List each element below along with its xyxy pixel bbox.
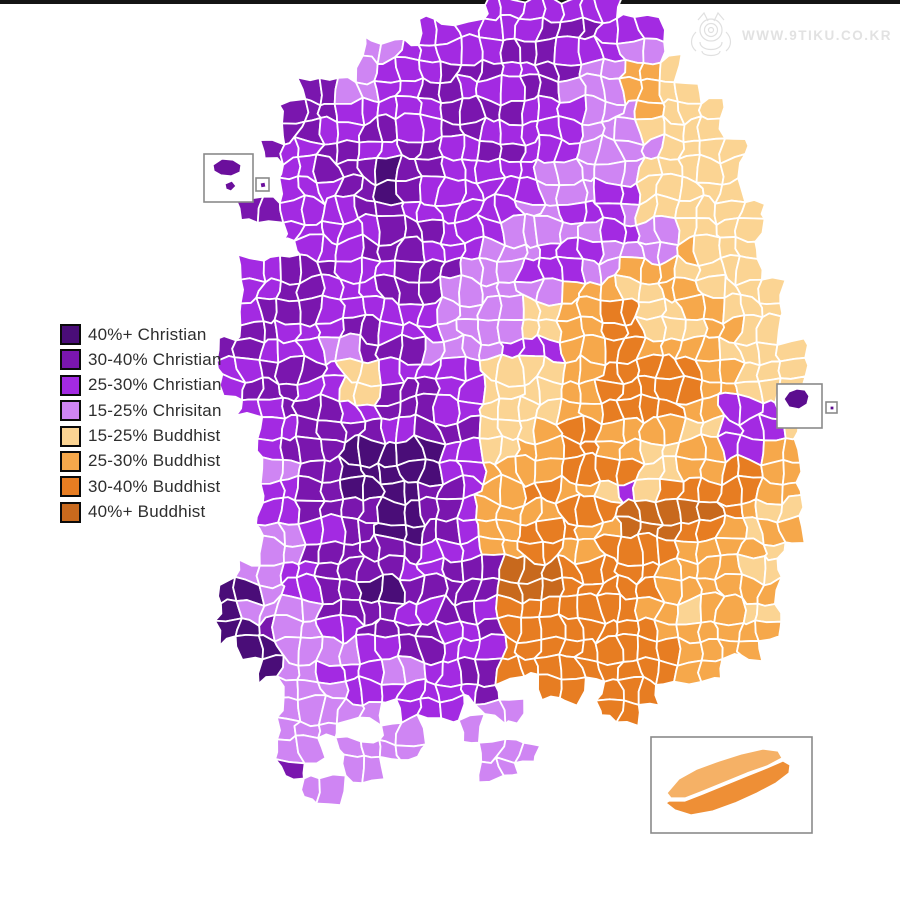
district-cell [334, 735, 366, 758]
site-watermark: WWW.9TIKU.CO.KR [686, 10, 892, 60]
district-cell [278, 98, 310, 125]
watermark-url-text: WWW.9TIKU.CO.KR [742, 27, 892, 43]
district-cell [513, 741, 542, 764]
district-cell [638, 61, 662, 82]
top-border-bar [0, 0, 900, 4]
northwest-islands-inset-island [224, 180, 237, 192]
district-cell [782, 437, 802, 464]
map-legend: 40%+ Christian 30-40% Christian 25-30% C… [60, 324, 222, 523]
district-cell [553, 35, 583, 67]
district-cell [660, 315, 687, 342]
legend-item: 25-30% Buddhist [60, 450, 222, 472]
district-cell [495, 756, 520, 777]
district-cell [496, 395, 522, 423]
legend-label: 40%+ Buddhist [88, 502, 206, 522]
district-cell [315, 773, 347, 807]
northwest-islands-inset-island [259, 181, 267, 189]
district-cell [361, 754, 386, 785]
district-cell [318, 115, 340, 146]
legend-swatch-25-30-buddhist [60, 450, 81, 472]
district-cell [697, 658, 724, 683]
district-cell [477, 535, 506, 556]
legend-item: 40%+ Christian [60, 324, 222, 345]
legend-swatch-15-25-christian [60, 400, 81, 422]
district-cell [533, 36, 558, 67]
district-cell [754, 602, 783, 624]
district-cell [477, 318, 501, 347]
district-cell [256, 436, 285, 461]
district-cell [317, 721, 338, 740]
legend-item: 30-40% Buddhist [60, 476, 222, 498]
owl-logo-icon [690, 11, 732, 57]
legend-item: 15-25% Chrisitan [60, 400, 222, 422]
district-cell [533, 215, 564, 247]
district-cell [696, 115, 727, 142]
legend-swatch-40plus-buddhist [60, 501, 81, 523]
legend-item: 15-25% Buddhist [60, 425, 222, 447]
legend-swatch-30-40-christian [60, 349, 81, 371]
ulleungdo-inset-island [829, 405, 835, 411]
district-cell [394, 112, 425, 144]
district-cell [736, 640, 764, 663]
district-cell [781, 458, 803, 486]
legend-label: 40%+ Christian [88, 324, 207, 344]
legend-label: 30-40% Christian [88, 349, 222, 369]
district-cell [516, 616, 543, 645]
district-cell [776, 514, 806, 545]
district-cell [413, 155, 447, 178]
district-cell [637, 675, 661, 707]
legend-item: 30-40% Christian [60, 349, 222, 371]
legend-label: 30-40% Buddhist [88, 476, 221, 496]
northwest-islands-inset-island [212, 158, 242, 177]
legend-swatch-30-40-buddhist [60, 476, 81, 498]
legend-swatch-40plus-christian [60, 324, 81, 345]
legend-item: 40%+ Buddhist [60, 501, 222, 523]
district-cell [757, 276, 787, 306]
district-cell [394, 743, 427, 761]
district-cell [398, 333, 427, 366]
district-cell [394, 713, 427, 748]
district-cell [498, 697, 526, 726]
district-cell [537, 673, 563, 702]
district-cell [673, 81, 703, 105]
district-cell [274, 758, 306, 781]
legend-swatch-15-25-buddhist [60, 425, 81, 447]
legend-label: 15-25% Buddhist [88, 426, 221, 446]
district-cell [478, 257, 500, 288]
district-cell [615, 699, 641, 727]
jeju-inset-island [666, 748, 783, 799]
district-cell [558, 676, 587, 707]
district-cell [497, 293, 525, 321]
jeju-inset-island [665, 760, 791, 816]
district-cell [358, 701, 384, 727]
district-cell [520, 598, 543, 619]
legend-item: 25-30% Christian [60, 374, 222, 396]
district-cell [256, 396, 286, 420]
ulleungdo-inset-island [783, 388, 810, 410]
legend-label: 25-30% Buddhist [88, 451, 221, 471]
district-cell [294, 734, 327, 765]
district-cell [500, 61, 523, 78]
district-cell [416, 696, 443, 720]
legend-label: 25-30% Christian [88, 375, 222, 395]
district-cell [432, 393, 461, 428]
district-cell [457, 713, 486, 744]
legend-label: 15-25% Chrisitan [88, 400, 222, 420]
district-cell [754, 619, 783, 642]
district-cell [279, 253, 303, 286]
legend-swatch-25-30-christian [60, 374, 81, 396]
